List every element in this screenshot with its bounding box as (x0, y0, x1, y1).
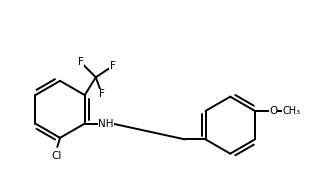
Text: O: O (269, 106, 277, 116)
Text: F: F (78, 57, 84, 67)
Text: F: F (109, 61, 115, 71)
Text: NH: NH (98, 119, 114, 129)
Text: CH₃: CH₃ (282, 106, 301, 116)
Text: F: F (99, 89, 105, 99)
Text: Cl: Cl (52, 151, 62, 161)
